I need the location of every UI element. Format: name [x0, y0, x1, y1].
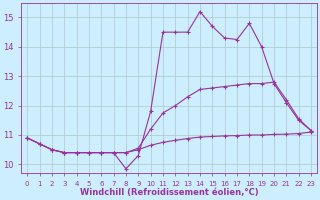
X-axis label: Windchill (Refroidissement éolien,°C): Windchill (Refroidissement éolien,°C)	[80, 188, 259, 197]
